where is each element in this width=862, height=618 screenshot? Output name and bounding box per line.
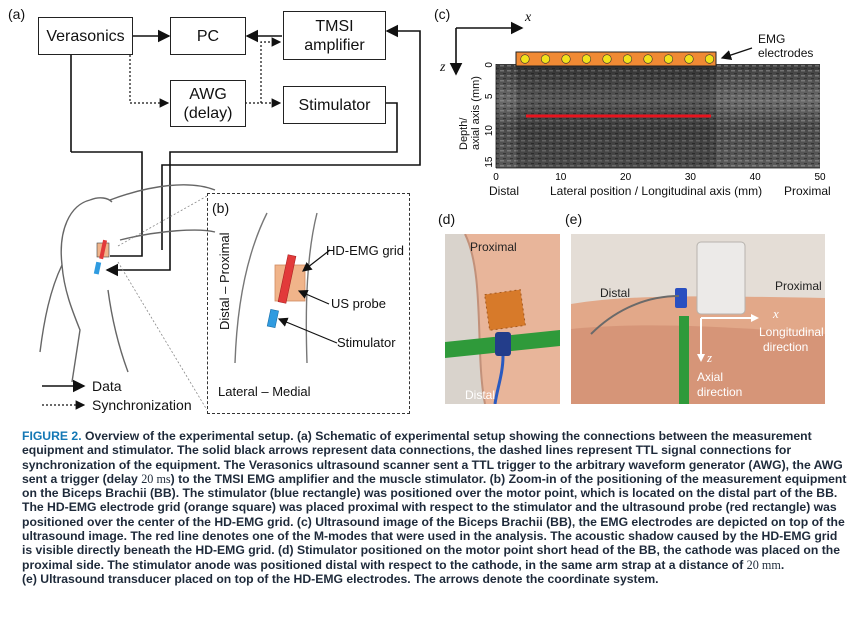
y-tick-label: 10 <box>484 125 495 137</box>
y-tick-label: 0 <box>484 62 495 68</box>
caption-part1: Overview of the experimental setup. (a) … <box>22 429 843 486</box>
depth-label-line2: axial axis (mm) <box>470 76 482 150</box>
electrode-dot <box>540 54 551 64</box>
zoom-box <box>207 193 410 414</box>
tmsi-label-line1: TMSI <box>315 17 354 35</box>
tmsi-box: TMSI amplifier <box>283 11 386 60</box>
verasonics-box: Verasonics <box>38 17 133 55</box>
electrode-dot <box>520 54 530 64</box>
figure-label: FIGURE 2. <box>22 429 82 443</box>
ultrasound-figure: 0 5 10 15 0 10 20 30 40 50 <box>449 21 826 183</box>
c-xlabel: Lateral position / Longitudinal axis (mm… <box>550 184 763 198</box>
caption-part4: (e) Ultrasound transducer placed on top … <box>22 571 659 586</box>
photo-transducer <box>571 234 825 404</box>
hd-emg-grid-label: HD-EMG grid <box>326 243 405 258</box>
d-distal-label: Distal <box>465 388 496 402</box>
electrodes-label-line2: electrodes <box>758 46 814 60</box>
figure-caption: FIGURE 2. Overview of the experimental s… <box>22 429 847 586</box>
proximal-end-label: Proximal <box>784 184 831 198</box>
stimulator-label: Stimulator <box>298 96 371 114</box>
legend-sync-label: Synchronization <box>92 397 192 413</box>
e-longitudinal-line1: Longitudinal <box>759 325 824 339</box>
panel-a-letter: (a) <box>8 6 26 22</box>
awg-label-line1: AWG <box>189 85 227 103</box>
pc-label: PC <box>196 27 220 45</box>
e-z-symbol: z <box>707 350 713 365</box>
panel-b-drawing <box>234 212 338 364</box>
panel-c-letter: (c) <box>434 6 451 22</box>
e-axial-line2: direction <box>697 385 743 399</box>
electrode-dot <box>684 54 694 64</box>
lateral-medial-axis: Lateral – Medial <box>218 384 311 399</box>
panel-d-letter: (d) <box>438 211 456 227</box>
legend-data-label: Data <box>92 378 122 394</box>
awg-label-line2: (delay) <box>183 104 233 122</box>
x-tick-label: 0 <box>493 172 499 183</box>
electrodes-label-line1: EMG <box>758 32 786 46</box>
e-proximal-label: Proximal <box>775 279 822 293</box>
e-axial-line1: Axial <box>697 370 724 384</box>
us-probe-label: US probe <box>331 296 386 311</box>
verasonics-label: Verasonics <box>46 27 125 45</box>
panel-a-connectors <box>39 24 421 411</box>
emg-electrodes <box>520 54 715 64</box>
y-tick-label: 15 <box>484 156 495 168</box>
x-tick-label: 20 <box>620 172 632 183</box>
caption-delay: 20 ms <box>141 471 171 486</box>
panel-e-letter: (e) <box>565 211 583 227</box>
c-x-symbol: x <box>525 10 532 25</box>
caption-part2: ) to the TMSI EMG amplifier and the musc… <box>22 471 847 572</box>
electrode-dot <box>663 54 674 64</box>
photo-stimulator <box>445 234 560 404</box>
e-distal-label: Distal <box>600 286 631 300</box>
y-tick-label: 5 <box>484 93 495 99</box>
electrode-dot <box>622 54 633 64</box>
tmsi-label-line2: amplifier <box>304 36 365 54</box>
x-tick-label: 30 <box>685 172 697 183</box>
pc-box: PC <box>170 17 246 55</box>
x-tick-label: 50 <box>814 172 826 183</box>
stimulator-side-label: Stimulator <box>337 335 396 350</box>
e-longitudinal-line2: direction <box>763 340 809 354</box>
electrode-dot <box>643 54 653 64</box>
x-tick-label: 40 <box>750 172 762 183</box>
x-tick-label: 10 <box>555 172 567 183</box>
awg-box: AWG (delay) <box>170 80 246 127</box>
stimulator-box: Stimulator <box>283 86 386 124</box>
d-proximal-label: Proximal <box>470 240 517 254</box>
distal-end-label: Distal <box>489 184 520 198</box>
electrode-dot <box>704 54 715 64</box>
c-z-symbol: z <box>440 60 446 75</box>
distal-proximal-axis: Distal – Proximal <box>217 232 232 330</box>
electrode-dot <box>561 54 571 64</box>
electrode-dot <box>581 54 592 64</box>
caption-part3: . <box>780 557 785 572</box>
depth-label-line1: Depth/ <box>458 117 470 150</box>
caption-distance: 20 mm <box>746 557 781 572</box>
electrode-dot <box>602 54 612 64</box>
panel-b-letter: (b) <box>212 200 230 216</box>
e-x-symbol: x <box>773 306 779 321</box>
